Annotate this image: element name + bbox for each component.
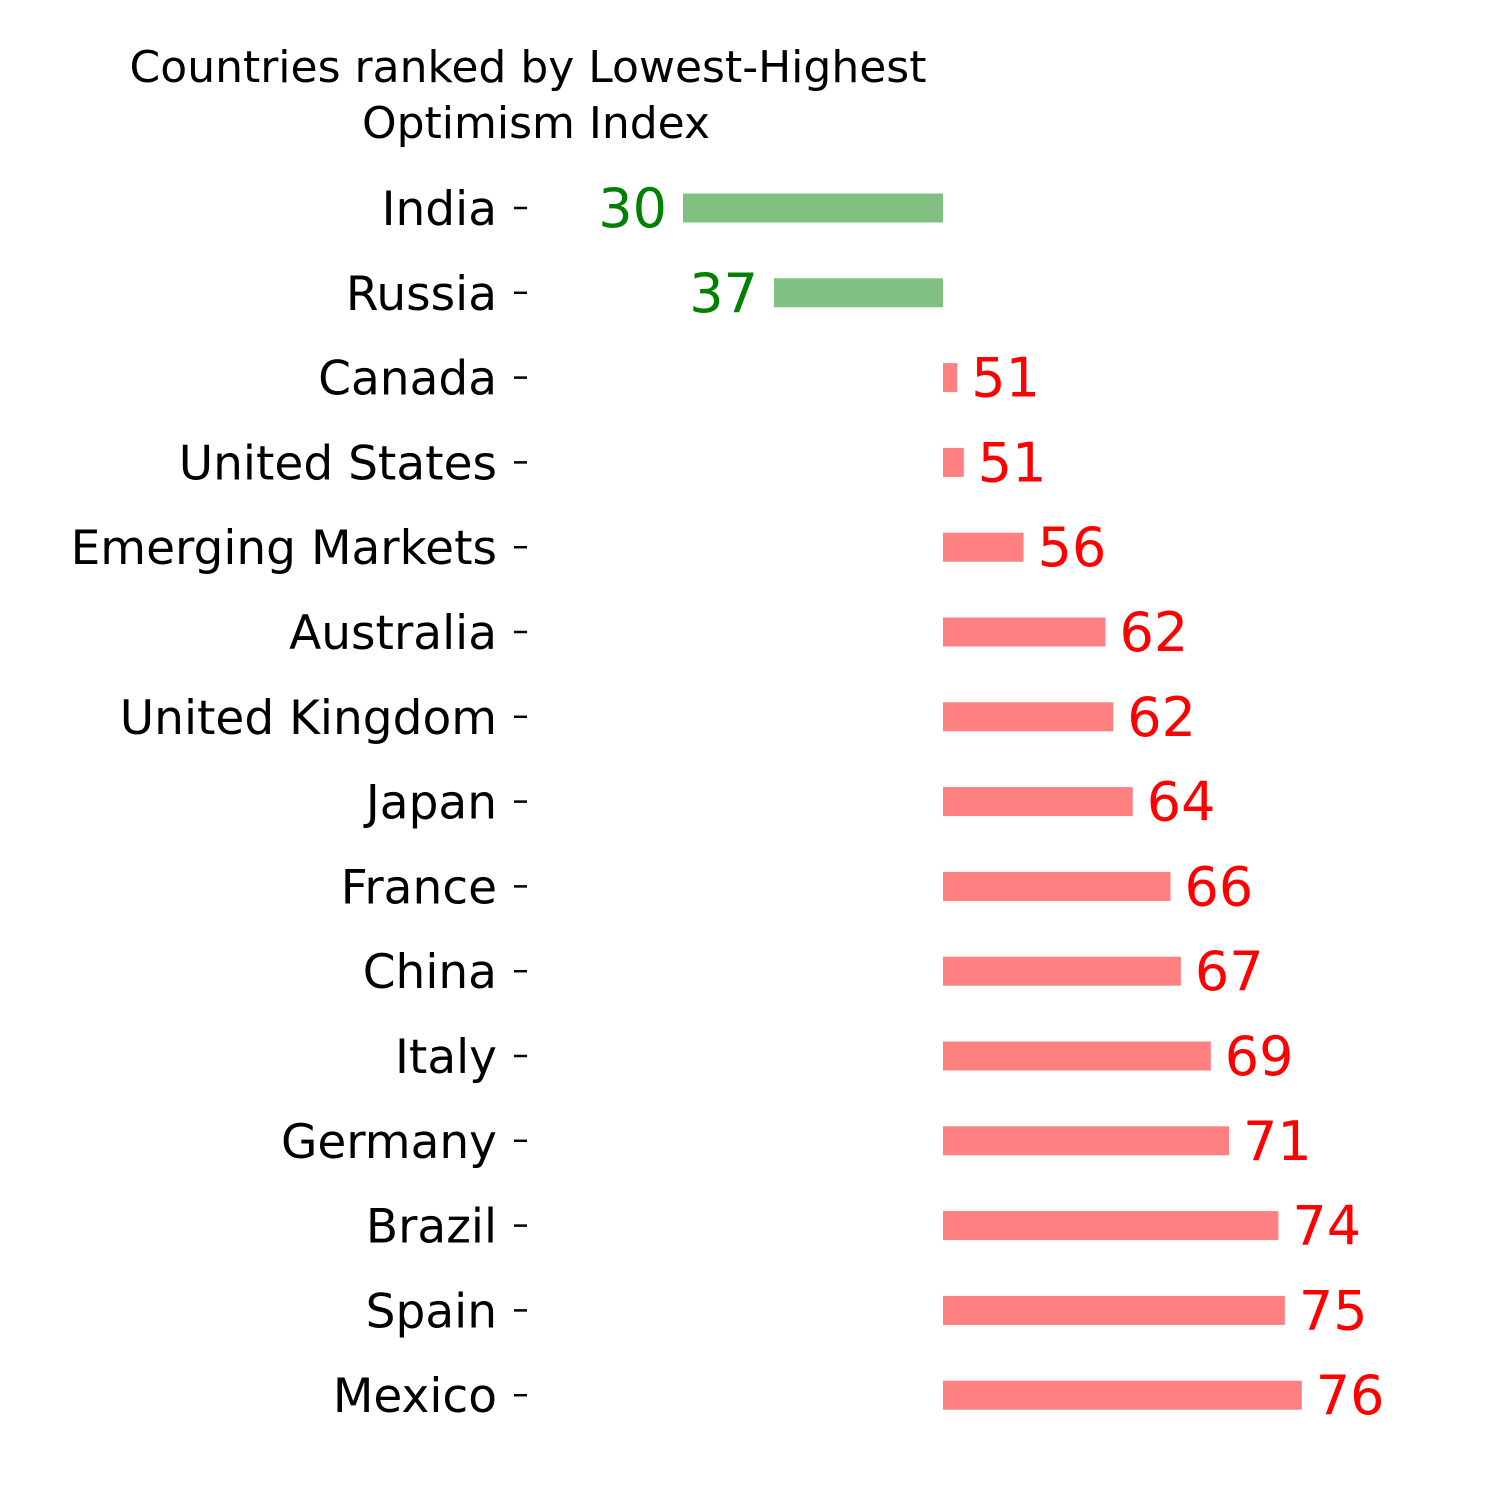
bar: [943, 1211, 1279, 1241]
category-label: United States: [179, 436, 497, 491]
bar: [943, 956, 1181, 986]
bar: [943, 702, 1114, 732]
category-label: Germany: [281, 1115, 497, 1170]
data-label: 56: [1038, 516, 1107, 579]
category-label: Canada: [318, 352, 497, 407]
bar: [683, 193, 943, 223]
category-label: Italy: [395, 1030, 497, 1085]
data-label: 51: [971, 347, 1040, 410]
data-label: 51: [978, 431, 1047, 494]
data-label: 75: [1299, 1279, 1368, 1342]
data-label: 62: [1127, 686, 1196, 749]
category-label: Emerging Markets: [71, 521, 497, 576]
category-label: France: [341, 860, 497, 915]
bar: [943, 617, 1106, 647]
bar: [774, 278, 943, 308]
bar: [943, 871, 1171, 901]
category-label: China: [363, 945, 497, 1000]
category-label: Australia: [289, 606, 497, 661]
bar: [943, 787, 1133, 817]
data-label: 37: [689, 262, 758, 325]
data-label: 74: [1292, 1195, 1361, 1258]
data-label: 69: [1225, 1025, 1294, 1088]
category-label: Brazil: [366, 1200, 497, 1255]
chart-title-line-1: Countries ranked by Lowest-Highest: [130, 42, 927, 93]
bar: [943, 447, 964, 477]
chart-title-line-2: Optimism Index: [362, 98, 710, 149]
category-label: India: [382, 182, 497, 237]
category-label: Spain: [366, 1284, 497, 1339]
bar: [943, 1380, 1302, 1410]
data-label: 67: [1195, 940, 1264, 1003]
data-label: 71: [1243, 1110, 1312, 1173]
category-label: Russia: [346, 267, 497, 322]
bar: [943, 363, 958, 393]
chart-plot-area: India 30 Russia 37 Canada 51 United States 51 Em…: [71, 177, 1385, 1427]
data-label: 62: [1120, 601, 1189, 664]
category-label: Japan: [363, 776, 497, 831]
data-label: 64: [1147, 771, 1216, 834]
bar: [943, 532, 1024, 562]
data-label: 76: [1316, 1364, 1385, 1427]
category-label: Mexico: [333, 1369, 497, 1424]
bar: [943, 1295, 1285, 1325]
data-label: 66: [1185, 855, 1254, 918]
category-label: United Kingdom: [120, 691, 497, 746]
bar: [943, 1126, 1229, 1156]
data-label: 30: [598, 177, 667, 240]
bar: [943, 1041, 1211, 1071]
